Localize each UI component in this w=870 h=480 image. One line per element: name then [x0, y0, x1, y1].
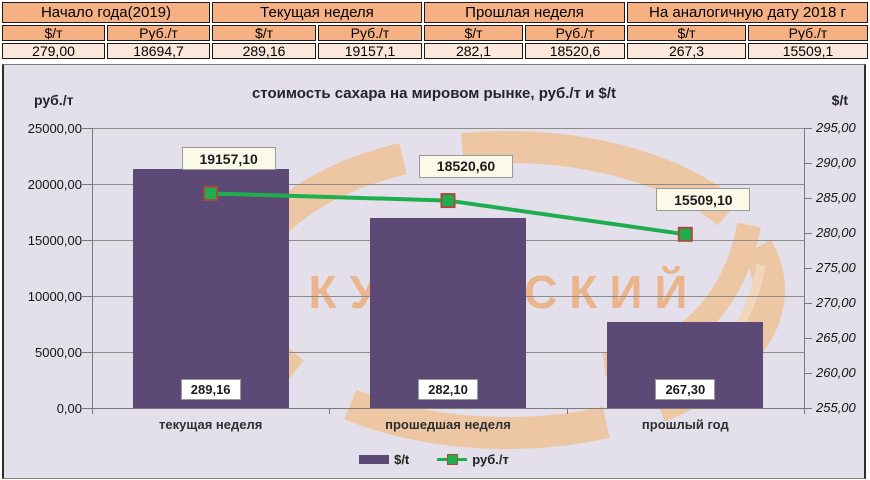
right-axis-tick-label: 285,00 [816, 190, 856, 205]
x-axis-tick [804, 408, 805, 414]
table-unit-cell-rub-1[interactable]: Руб./т [318, 25, 422, 41]
right-axis-tick-label: 270,00 [816, 295, 856, 310]
right-axis-tick [804, 408, 812, 409]
legend-line-swatch [437, 454, 468, 465]
left-axis-tick [82, 240, 92, 241]
table-unit-cell-rub-2[interactable]: Руб./т [525, 25, 625, 41]
x-axis-tick [92, 408, 93, 414]
table-unit-cell-usd-1[interactable]: $/т [212, 25, 316, 41]
x-category-label-0: текущая неделя [159, 417, 263, 432]
right-axis-tick [804, 373, 812, 374]
sugar-price-chart[interactable]: КУБАНСКИЙ стоимость сахара на мировом ры… [2, 64, 866, 479]
table-value-cell-rub-1[interactable]: 19157,1 [318, 43, 422, 59]
table-value-cell-usd-1[interactable]: 289,16 [212, 43, 316, 59]
left-axis-tick [82, 352, 92, 353]
price-table: Начало года(2019) Текущая неделя Прошлая н… [2, 2, 868, 59]
legend-item-0: $/t [359, 452, 409, 467]
right-axis-tick-label: 265,00 [816, 330, 856, 345]
right-axis-tick [804, 303, 812, 304]
x-axis-line [92, 408, 805, 409]
table-value-cell-rub-3[interactable]: 15509,1 [748, 43, 868, 59]
bar-value-label-1: 282,10 [418, 379, 478, 400]
table-value-cell-rub-0[interactable]: 18694,7 [107, 43, 210, 59]
legend-label-0: $/t [394, 452, 410, 467]
bar-1[interactable] [370, 218, 526, 408]
line-point-marker-0 [203, 185, 219, 201]
left-axis-title: руб./т [34, 92, 74, 108]
grid-line [92, 184, 804, 185]
right-axis-tick [804, 163, 812, 164]
left-axis-line [92, 128, 93, 408]
chart-legend: $/t руб./т [4, 452, 864, 467]
line-point-marker-1 [440, 193, 456, 209]
line-value-label-1: 18520,60 [419, 154, 513, 178]
right-axis-tick-label: 295,00 [816, 120, 856, 135]
left-axis-tick [82, 296, 92, 297]
table-value-cell-usd-0[interactable]: 279,00 [2, 43, 105, 59]
left-axis-tick-label: 20000,00 [27, 177, 82, 192]
right-axis-tick-label: 280,00 [816, 225, 856, 240]
table-unit-cell-rub-0[interactable]: Руб./т [107, 25, 210, 41]
table-unit-cell-usd-0[interactable]: $/т [2, 25, 105, 41]
bar-value-label-0: 289,16 [180, 379, 241, 400]
legend-marker-sample [447, 454, 459, 465]
right-axis-tick [804, 128, 812, 129]
right-axis-tick [804, 268, 812, 269]
left-axis-tick [82, 408, 92, 409]
table-unit-cell-usd-3[interactable]: $/т [627, 25, 746, 41]
table-value-cell-usd-3[interactable]: 267,3 [627, 43, 746, 59]
table-unit-cell-usd-2[interactable]: $/т [424, 25, 523, 41]
legend-item-1: руб./т [437, 452, 509, 467]
x-axis-tick [566, 408, 568, 414]
left-axis-tick-label: 25000,00 [27, 121, 82, 136]
bar-0[interactable] [132, 168, 289, 408]
right-axis-line [804, 128, 805, 408]
left-axis-tick [82, 128, 92, 129]
bar-value-label-2: 267,30 [655, 379, 716, 400]
right-axis-tick [804, 338, 812, 339]
legend-bar-swatch [359, 455, 390, 464]
chart-title: стоимость сахара на мировом рынке, руб./… [251, 85, 617, 102]
table-header-cell-1[interactable]: Текущая неделя [212, 2, 422, 23]
table-header-cell-3[interactable]: На аналогичную дату 2018 г [627, 2, 868, 23]
table-value-cell-usd-2[interactable]: 282,1 [424, 43, 523, 59]
right-axis-tick-label: 255,00 [816, 400, 856, 415]
left-axis-tick-label: 5000,00 [35, 345, 82, 360]
right-axis-title: $/t [831, 92, 848, 108]
left-axis-tick-label: 15000,00 [27, 233, 82, 248]
table-unit-cell-rub-3[interactable]: Руб./т [748, 25, 868, 41]
left-axis-tick-label: 0,00 [56, 401, 82, 416]
line-point-marker-2 [677, 226, 693, 242]
table-header-cell-0[interactable]: Начало года(2019) [2, 2, 210, 23]
x-category-label-2: прошлый год [641, 417, 729, 432]
legend-label-1: руб./т [472, 452, 509, 467]
right-axis-tick [804, 233, 812, 234]
right-axis-tick [804, 198, 812, 199]
table-value-cell-rub-2[interactable]: 18520,6 [525, 43, 625, 59]
right-axis-tick-label: 275,00 [816, 260, 856, 275]
line-series [203, 185, 693, 242]
right-axis-tick-label: 290,00 [816, 155, 856, 170]
x-category-label-1: прошедшая неделя [385, 417, 511, 432]
left-axis-tick-label: 10000,00 [27, 289, 82, 304]
x-axis-tick [329, 408, 331, 414]
grid-line [92, 128, 804, 129]
line-value-label-2: 15509,10 [656, 188, 751, 212]
line-value-label-0: 19157,10 [181, 147, 276, 171]
right-axis-tick-label: 260,00 [816, 365, 856, 380]
left-axis-tick [82, 184, 92, 185]
table-header-cell-2[interactable]: Прошлая неделя [424, 2, 625, 23]
